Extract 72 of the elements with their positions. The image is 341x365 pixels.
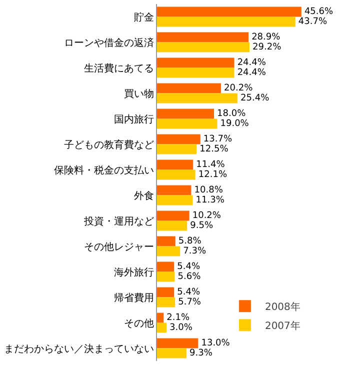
data-label: 29.2% (252, 42, 282, 52)
data-label: 9.5% (190, 220, 214, 231)
y-tick-label: 生活費にあてる (84, 62, 154, 74)
bar (157, 236, 176, 246)
y-tick-label: 子どもの教育費など (64, 138, 154, 151)
data-label: 25.4% (240, 93, 270, 104)
bar (157, 134, 200, 144)
legend-label: 2007年 (264, 320, 300, 332)
bar (157, 58, 234, 68)
bar (157, 322, 166, 333)
data-label: 11.4% (196, 160, 226, 170)
data-label: 5.4% (177, 288, 200, 298)
data-label: 3.0% (170, 322, 193, 333)
bar (157, 68, 234, 78)
y-tick-label: 海外旅行 (114, 266, 154, 278)
data-label: 28.9% (252, 32, 281, 43)
bar (157, 210, 190, 221)
data-label: 12.1% (198, 170, 228, 180)
data-label: 13.7% (203, 134, 232, 145)
bar (157, 220, 188, 231)
bar (157, 6, 302, 17)
bar (157, 348, 186, 358)
data-label: 20.2% (224, 84, 254, 94)
data-label: 24.4% (237, 58, 266, 68)
data-label: 24.4% (237, 68, 266, 78)
data-label: 2.1% (166, 313, 190, 324)
bar (157, 338, 198, 348)
y-tick-label: ローンや借金の返済 (64, 36, 154, 49)
y-tick-label: 買い物 (124, 88, 154, 100)
data-label: 13.0% (201, 338, 230, 349)
y-tick-label: その他 (124, 317, 154, 330)
bar (157, 32, 249, 42)
bar (157, 108, 214, 119)
data-label: 18.0% (217, 109, 246, 120)
bar (157, 262, 174, 272)
data-label: 12.5% (200, 144, 229, 154)
y-tick-label: 帰省費用 (114, 292, 154, 304)
bar (157, 246, 180, 256)
bar (157, 287, 174, 298)
bar (157, 297, 176, 308)
bar (157, 83, 221, 94)
data-label: 45.6% (304, 7, 334, 18)
y-tick-label: その他レジャー (84, 240, 154, 253)
bar (157, 272, 175, 282)
bar (157, 42, 250, 52)
bar (157, 170, 196, 180)
data-label: 10.2% (192, 211, 222, 222)
legend-label: 2008年 (264, 300, 300, 313)
y-tick-label: 投資・運用など (83, 215, 154, 228)
bar (157, 160, 194, 170)
bar (157, 195, 193, 206)
data-label: 11.3% (196, 195, 225, 206)
y-tick-label: 貯金 (134, 11, 154, 24)
bar (157, 185, 192, 196)
data-label: 9.3% (189, 348, 213, 358)
bar (157, 144, 197, 154)
y-tick-label: 外食 (134, 190, 154, 202)
bar (157, 118, 218, 129)
y-tick-label: 保険料・税金の支払い (54, 164, 154, 176)
y-tick-label: まだわからない／決まっていない (4, 342, 154, 355)
data-label: 5.8% (178, 236, 202, 247)
data-label: 7.3% (183, 246, 206, 256)
data-label: 19.0% (220, 118, 250, 129)
data-label: 5.7% (178, 297, 202, 308)
bar (157, 93, 238, 104)
y-tick-label: 国内旅行 (114, 113, 154, 126)
data-label: 43.7% (298, 16, 328, 27)
data-label: 10.8% (194, 186, 224, 196)
data-label: 5.6% (178, 272, 202, 282)
bar (157, 312, 164, 323)
data-label: 5.4% (177, 262, 200, 272)
bar (157, 16, 296, 27)
